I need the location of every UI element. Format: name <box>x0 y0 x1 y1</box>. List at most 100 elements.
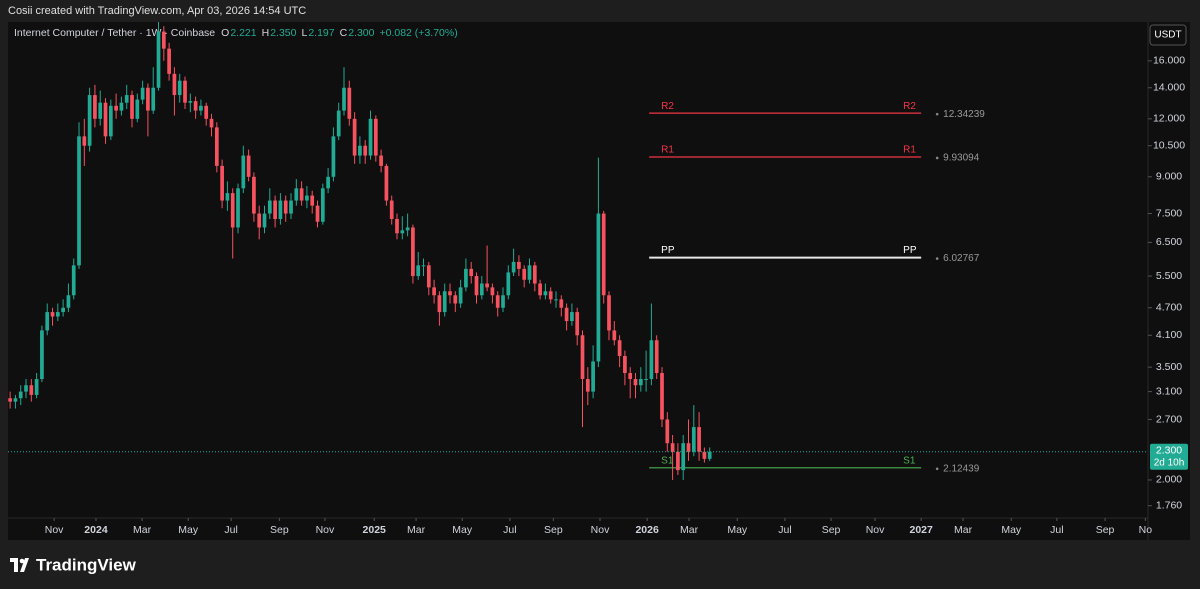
x-tick-label: 2027 <box>909 524 933 536</box>
x-tick-label: Nov <box>45 524 64 536</box>
pivot-dot <box>935 156 939 160</box>
legend-change: +0.082 (+3.70%) <box>379 27 457 39</box>
candle-body <box>421 265 426 267</box>
x-tick-label: Jul <box>1050 524 1063 536</box>
candle-body <box>527 265 532 280</box>
candle-body <box>326 176 330 189</box>
candle-body <box>336 110 341 137</box>
candle-body <box>570 312 574 322</box>
x-tick-label: 2024 <box>84 524 108 536</box>
pivot-value: 12.34239 <box>943 109 985 120</box>
x-tick-label: Mar <box>133 524 152 536</box>
x-tick-label: Jul <box>224 524 237 536</box>
candle-body <box>511 261 516 273</box>
candle-body <box>246 155 251 177</box>
candle-body <box>379 155 383 166</box>
candle-body <box>331 136 336 177</box>
currency-button[interactable] <box>1149 24 1187 46</box>
candle-body <box>347 87 352 119</box>
candle-body <box>665 419 670 444</box>
pivot-value: 2.12439 <box>943 463 980 474</box>
candle-body <box>230 193 235 228</box>
pivot-label: R2 <box>903 101 916 112</box>
candle-body <box>294 188 299 201</box>
x-tick-label: Nov <box>316 524 335 536</box>
y-tick-label: 12.000 <box>1153 113 1185 125</box>
candle-body <box>490 287 495 296</box>
candle-body <box>585 379 590 392</box>
candle-body <box>548 291 553 300</box>
candle-body <box>564 307 569 322</box>
candle-body <box>368 118 373 156</box>
pivot-dot <box>935 467 939 471</box>
candle-body <box>61 307 65 313</box>
x-tick-label: Jul <box>503 524 516 536</box>
brand: TradingView <box>36 555 137 574</box>
candle-body <box>691 427 696 452</box>
candle-body <box>575 312 580 336</box>
candle-body <box>172 73 177 96</box>
candle-body <box>77 136 81 266</box>
candle-body <box>177 80 182 96</box>
candle-body <box>617 340 622 356</box>
y-tick-label: 3.100 <box>1156 385 1182 397</box>
candle-body <box>612 330 617 341</box>
candle-body <box>66 295 71 308</box>
candle-body <box>310 195 315 206</box>
candle-body <box>45 312 50 331</box>
y-tick-label: 16.000 <box>1153 55 1185 67</box>
x-tick-label: Sep <box>1096 524 1115 536</box>
candle-body <box>363 145 368 156</box>
candle-body <box>601 213 606 296</box>
candle-body <box>628 373 633 380</box>
candle-body <box>119 102 124 111</box>
candle-body <box>654 340 659 374</box>
candle-body <box>676 451 680 471</box>
x-tick-label: Nov <box>591 524 610 536</box>
candle-body <box>426 265 431 288</box>
y-tick-label: 3.500 <box>1156 361 1182 373</box>
candle-body <box>93 95 97 119</box>
legend-value: 2.221 <box>230 27 256 39</box>
candle-body <box>623 355 627 374</box>
x-tick-label: Sep <box>544 524 563 536</box>
candle-body <box>607 295 611 331</box>
legend-value: 2.197 <box>308 27 334 39</box>
candle-body <box>384 165 389 201</box>
x-tick-label: May <box>452 524 473 536</box>
candle-body <box>342 87 346 111</box>
x-tick-label: Sep <box>822 524 841 536</box>
currency[interactable]: USDT <box>1154 30 1181 41</box>
candle-body <box>458 287 463 304</box>
candle-body <box>278 200 283 219</box>
candle-body <box>40 330 44 380</box>
x-tick-label: May <box>727 524 748 536</box>
candle-body <box>670 443 675 452</box>
y-tick-label: 4.700 <box>1156 302 1182 314</box>
candle-body <box>252 176 256 214</box>
candle-body <box>532 265 537 284</box>
y-tick-label: 2.000 <box>1156 474 1182 486</box>
candle-body <box>707 451 712 459</box>
candle-body <box>273 200 277 219</box>
candle-body <box>135 99 140 119</box>
y-tick-label: 9.000 <box>1156 171 1182 183</box>
candle-body <box>389 200 394 219</box>
candle-body <box>204 105 209 119</box>
candle-body <box>193 101 198 111</box>
candle-body <box>225 193 230 201</box>
legend-value: 2.300 <box>348 27 374 39</box>
y-tick-label: 6.500 <box>1156 236 1182 248</box>
candle-body <box>199 105 203 111</box>
candle-body <box>289 200 293 214</box>
candle-body <box>151 87 156 111</box>
candle-body <box>18 391 23 399</box>
candle-body <box>220 165 224 201</box>
pivot-label: PP <box>661 245 675 256</box>
candle-body <box>315 205 320 222</box>
y-tick-label: 14.000 <box>1153 82 1185 94</box>
last-price-box <box>1150 443 1188 470</box>
candle-body <box>55 312 60 317</box>
candle-body <box>8 398 12 402</box>
